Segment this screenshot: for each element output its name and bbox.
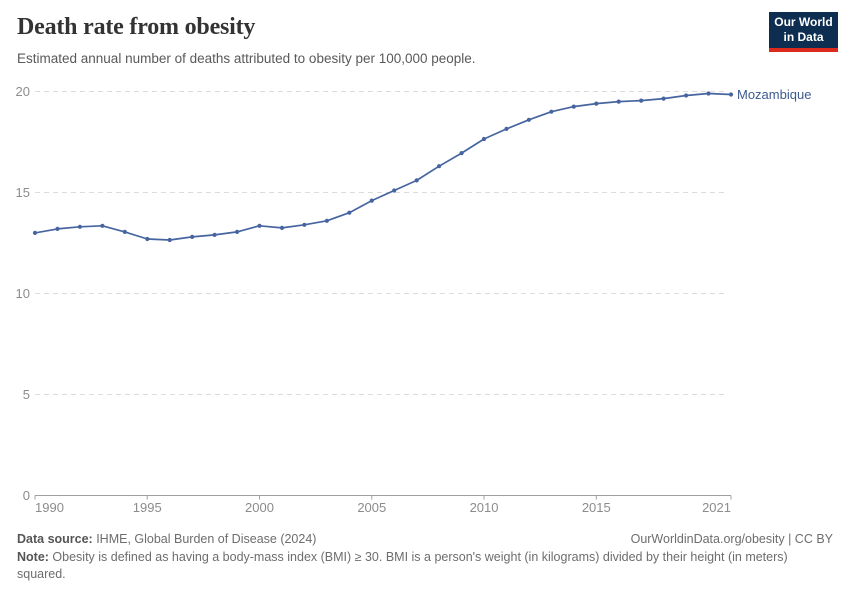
- data-point[interactable]: [459, 151, 464, 156]
- y-tick-label: 10: [16, 286, 30, 301]
- data-point[interactable]: [616, 99, 621, 104]
- note-text: Obesity is defined as having a body-mass…: [17, 550, 788, 582]
- data-point[interactable]: [145, 236, 150, 242]
- data-point[interactable]: [437, 164, 442, 169]
- data-point[interactable]: [526, 117, 532, 122]
- data-point[interactable]: [279, 225, 285, 230]
- data-point[interactable]: [549, 109, 554, 114]
- series-line-mozambique[interactable]: [34, 92, 732, 241]
- y-tick-label: 15: [16, 185, 30, 200]
- y-tick-label: 0: [23, 488, 30, 503]
- data-point[interactable]: [167, 237, 172, 243]
- data-source-value: IHME, Global Burden of Disease (2024): [92, 532, 317, 546]
- footer-source-row: Data source: IHME, Global Burden of Dise…: [17, 531, 833, 548]
- y-tick-label: 5: [23, 387, 30, 402]
- data-point[interactable]: [77, 224, 82, 229]
- data-point[interactable]: [347, 210, 352, 215]
- x-tick-label: 2015: [582, 500, 611, 515]
- data-point[interactable]: [571, 104, 576, 109]
- data-point[interactable]: [212, 232, 217, 237]
- x-tick-label: 1995: [133, 500, 162, 515]
- owid-logo: Our World in Data: [769, 12, 838, 52]
- data-point[interactable]: [392, 188, 397, 193]
- data-point[interactable]: [728, 92, 734, 97]
- x-tick-label: 2000: [245, 500, 274, 515]
- owid-logo-line2: in Data: [783, 30, 824, 44]
- data-point[interactable]: [190, 234, 195, 239]
- data-point[interactable]: [32, 230, 38, 235]
- data-point[interactable]: [414, 178, 419, 183]
- data-point[interactable]: [481, 136, 487, 142]
- data-point[interactable]: [235, 229, 240, 234]
- note-label: Note:: [17, 550, 49, 564]
- data-point[interactable]: [122, 229, 127, 234]
- x-tick-label: 2005: [357, 500, 386, 515]
- data-point[interactable]: [55, 226, 60, 231]
- data-point[interactable]: [324, 218, 329, 223]
- chart-note: Note: Obesity is defined as having a bod…: [17, 549, 835, 584]
- data-point[interactable]: [594, 101, 599, 106]
- owid-logo-line1: Our World: [774, 15, 833, 29]
- x-tick-label: 2010: [470, 500, 499, 515]
- entity-label-mozambique[interactable]: Mozambique: [737, 87, 811, 102]
- data-point[interactable]: [504, 126, 509, 131]
- data-point[interactable]: [706, 91, 711, 96]
- data-point[interactable]: [684, 93, 689, 98]
- data-point[interactable]: [661, 96, 666, 101]
- page-title: Death rate from obesity: [17, 14, 256, 40]
- chart-subtitle: Estimated annual number of deaths attrib…: [17, 51, 476, 66]
- x-tick-label: 1990: [35, 500, 64, 515]
- owid-link[interactable]: OurWorldinData.org/obesity | CC BY: [630, 532, 833, 546]
- data-point[interactable]: [302, 222, 307, 227]
- data-source-label: Data source:: [17, 532, 93, 546]
- data-point[interactable]: [369, 198, 374, 203]
- data-point[interactable]: [257, 223, 262, 228]
- data-source: Data source: IHME, Global Burden of Dise…: [17, 531, 316, 548]
- y-tick-label: 20: [16, 84, 30, 99]
- data-point[interactable]: [100, 223, 105, 228]
- x-tick-label: 2021: [702, 500, 731, 515]
- data-point[interactable]: [639, 98, 644, 103]
